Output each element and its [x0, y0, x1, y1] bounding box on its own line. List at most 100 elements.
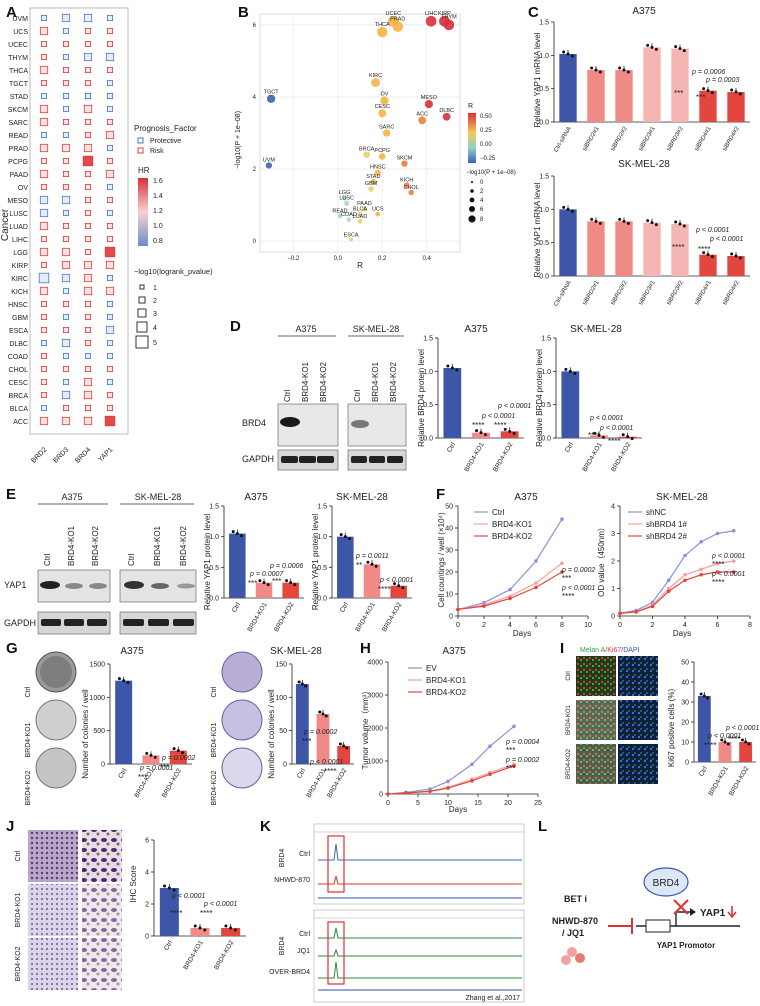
axis-tick-label: 4 [145, 870, 149, 877]
category-label: BRD4-KO1 [463, 441, 486, 473]
g-s2b: **** [324, 767, 336, 776]
panel-e: A375 SK-MEL-28 Ctrl BRD4-KO1 BRD4-KO2 Ct… [4, 492, 413, 635]
b-point-label: ACC [416, 112, 428, 118]
i-img-ko2-zoom [618, 744, 658, 784]
a-cell [85, 27, 92, 34]
bar [316, 714, 330, 764]
a-cell [107, 404, 114, 411]
a-cell [85, 80, 92, 87]
axis-tick-label: 1.5 [539, 174, 549, 181]
a-cell [63, 222, 70, 229]
j-img-ctrl-low [28, 830, 78, 882]
d-band-gapdh-skmel28-2 [369, 456, 385, 463]
data-dot [650, 221, 654, 225]
g-title-a375: A375 [120, 646, 144, 657]
a-cell [107, 144, 114, 151]
axis-tick-label: 4 [683, 622, 687, 629]
b-point-label: THCA [375, 22, 390, 28]
data-dot [738, 92, 742, 96]
a-cell [85, 404, 92, 411]
d-stars-1a: **** [472, 421, 484, 430]
j-img-ctrl-high [82, 830, 122, 882]
data-dot [258, 579, 262, 583]
axis-tick-label: 1.0 [423, 369, 433, 376]
f-s1b: **** [562, 592, 574, 601]
axis-tick-label: 10 [445, 592, 453, 599]
a-cell [85, 313, 92, 320]
panel-label-e: E [6, 486, 17, 503]
a-legend-size-3 [137, 308, 147, 318]
e-band-yap1-a375-2 [65, 583, 83, 589]
data-dot [374, 564, 378, 568]
data-dot [503, 427, 507, 431]
a-cell [107, 157, 114, 164]
category-label: siBRD3#2 [666, 279, 685, 306]
d-stars-2b: **** [608, 437, 620, 446]
panel-label-i: I [560, 640, 565, 657]
category-label: BRD4-KO2 [381, 601, 404, 633]
b-point [378, 153, 386, 160]
series-point [488, 772, 492, 776]
g-row-ko2-1: BRD4-KO2 [25, 770, 32, 805]
b-point-label: KIRP [438, 11, 451, 17]
f-xlabel-1: Days [513, 629, 531, 638]
b-point-label: STAD [366, 174, 380, 180]
a-legend-size-1 [139, 284, 145, 290]
b-legend-r-tick-1: 0.25 [480, 128, 492, 134]
b-point-label: BRCA [359, 146, 375, 152]
j-sa: **** [170, 909, 182, 918]
a-cell [85, 93, 92, 100]
f-p1a: p = 0.0002 [561, 567, 595, 574]
e-chart-title-skmel28: SK-MEL-28 [336, 492, 388, 503]
a-cancer-label: GBM [12, 315, 28, 322]
b-point-label: LUSC [339, 196, 354, 202]
axis-tick-label: 3000 [367, 693, 383, 700]
e-p1b: p = 0.0006 [269, 563, 303, 570]
i-row-ko2: BRD4-KO2 [566, 748, 572, 779]
category-label: BRD4-KO1 [354, 601, 377, 633]
data-dot [318, 710, 322, 714]
category-label: BRD4-KO1 [182, 939, 205, 971]
a-cell [83, 390, 93, 400]
category-label: siBRD2#1 [582, 279, 601, 306]
data-dot [285, 579, 289, 583]
axis-tick-label: 0.0 [541, 436, 551, 443]
axis-tick-label: 150 [275, 662, 287, 669]
data-dot [702, 87, 706, 91]
axis-tick-label: 1000 [89, 695, 105, 702]
e-ylabel-1: Relative YAP1 protein level [203, 514, 212, 610]
e-band-yap1-skmel28-2 [151, 583, 169, 589]
f-p2b: p < 0.0001 [711, 571, 745, 578]
data-dot [654, 47, 658, 51]
bar [295, 684, 309, 764]
a-legend-risk-label: Risk [150, 148, 164, 155]
a-cell [63, 41, 70, 48]
category-label: Ctrl [339, 601, 350, 614]
a-cancer-label: UVM [12, 16, 28, 23]
data-dot [566, 207, 570, 211]
a-cell [41, 54, 48, 61]
a-cell [41, 80, 48, 87]
bar [697, 696, 711, 762]
b-ytick: 2 [253, 167, 257, 173]
series-point [428, 789, 432, 794]
a-cell [107, 365, 114, 372]
i-img-ko2-merge [576, 744, 616, 784]
panel-j: Ctrl BRD4-KO1 BRD4-KO2 IHC Score 0 2 4 6 Ctr… [15, 830, 246, 990]
data-dot [324, 714, 328, 718]
category-label: siBRD2#1 [582, 125, 601, 152]
data-dot [235, 532, 239, 536]
data-dot [744, 740, 748, 744]
axis-tick-label: 1.0 [541, 369, 551, 376]
category-label: siBRD2#2 [610, 125, 629, 152]
g-dish-a375-ko2 [35, 747, 77, 789]
a-cell [83, 52, 93, 62]
a-cell [107, 235, 114, 242]
axis-tick-label: 10 [584, 622, 592, 629]
series-point [482, 604, 486, 608]
i-ylabel: Ki67 positive cells (%) [667, 689, 676, 768]
axis-tick-label: 4 [611, 504, 615, 511]
b-xtick: 0.2 [378, 256, 387, 262]
data-dot [479, 431, 483, 435]
axis-tick-label: 0.0 [317, 596, 327, 603]
